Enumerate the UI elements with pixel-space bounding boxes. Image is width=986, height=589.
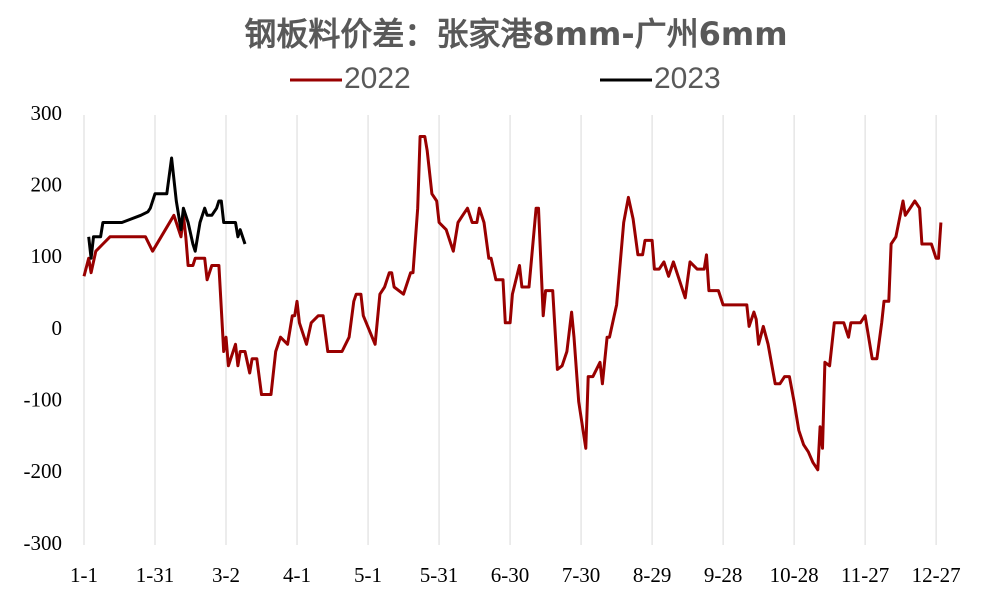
x-tick-label: 5-31 xyxy=(420,563,459,587)
legend-label: 2023 xyxy=(654,62,721,95)
x-tick-label: 11-27 xyxy=(841,563,889,587)
y-tick-label: -200 xyxy=(24,459,63,483)
x-tick-label: 9-28 xyxy=(704,563,743,587)
y-tick-label: -300 xyxy=(24,531,63,555)
x-tick-label: 12-27 xyxy=(912,563,961,587)
x-tick-label: 8-29 xyxy=(633,563,672,587)
chart-title: 钢板料价差：张家港8mm-广州6mm xyxy=(244,15,787,53)
x-tick-label: 1-1 xyxy=(70,563,98,587)
line-series xyxy=(82,135,943,472)
y-tick-label: 0 xyxy=(52,316,63,340)
x-tick-label: 3-2 xyxy=(212,563,240,587)
y-tick-label: 100 xyxy=(31,244,63,268)
x-tick-label: 4-1 xyxy=(283,563,311,587)
x-tick-label: 5-1 xyxy=(354,563,382,587)
y-tick-label: 300 xyxy=(31,101,63,125)
y-tick-label: -100 xyxy=(24,387,63,411)
legend-label: 2022 xyxy=(344,62,411,95)
x-tick-label: 10-28 xyxy=(770,563,819,587)
x-tick-label: 1-31 xyxy=(136,563,175,587)
x-tick-label: 6-30 xyxy=(491,563,530,587)
x-tick-label: 7-30 xyxy=(562,563,601,587)
line-series xyxy=(87,156,247,260)
y-tick-label: 200 xyxy=(31,172,63,196)
